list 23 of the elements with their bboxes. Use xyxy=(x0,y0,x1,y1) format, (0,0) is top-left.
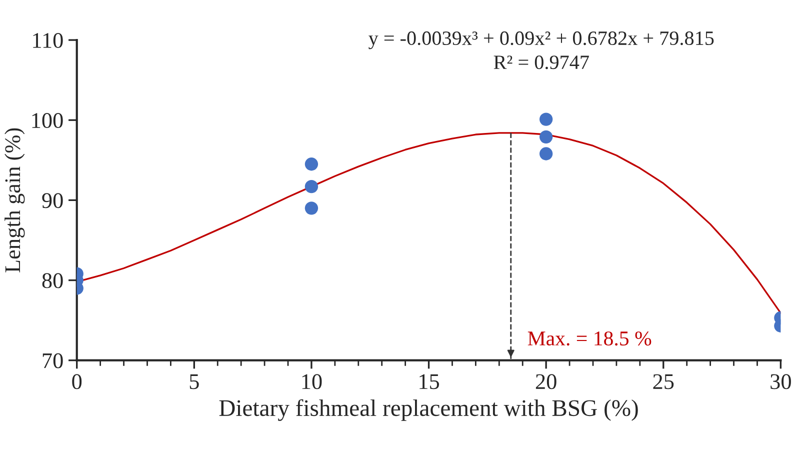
y-tick-label: 110 xyxy=(33,32,63,48)
y-tick-label: 90 xyxy=(42,193,63,208)
x-tick-label: 30 xyxy=(770,374,791,390)
point xyxy=(539,112,553,126)
x-tick-label: 15 xyxy=(420,374,440,390)
point xyxy=(304,158,318,171)
x-tick-label: 20 xyxy=(536,374,556,390)
point xyxy=(304,180,318,194)
point xyxy=(304,202,318,215)
y-tick-label: 70 xyxy=(42,353,63,368)
ref-line-label: Max. = 18.5 % xyxy=(528,331,652,346)
annotation: y = -0.0039x³ + 0.09x² + 0.6782x + 79.815 xyxy=(368,31,714,50)
annotation: R² = 0.9747 xyxy=(494,56,589,70)
point xyxy=(539,130,553,144)
y-tick-label: 80 xyxy=(42,273,63,288)
x-tick-label: 10 xyxy=(302,374,322,390)
y-axis-title: Length gain (%) xyxy=(4,128,25,272)
x-axis-title: Dietary fishmeal replacement with BSG (%) xyxy=(219,399,638,421)
x-tick-label: 25 xyxy=(653,374,674,390)
point xyxy=(539,147,553,160)
x-tick-label: 0 xyxy=(72,374,82,390)
x-tick-label: 5 xyxy=(190,374,199,390)
y-tick-label: 100 xyxy=(32,113,63,128)
